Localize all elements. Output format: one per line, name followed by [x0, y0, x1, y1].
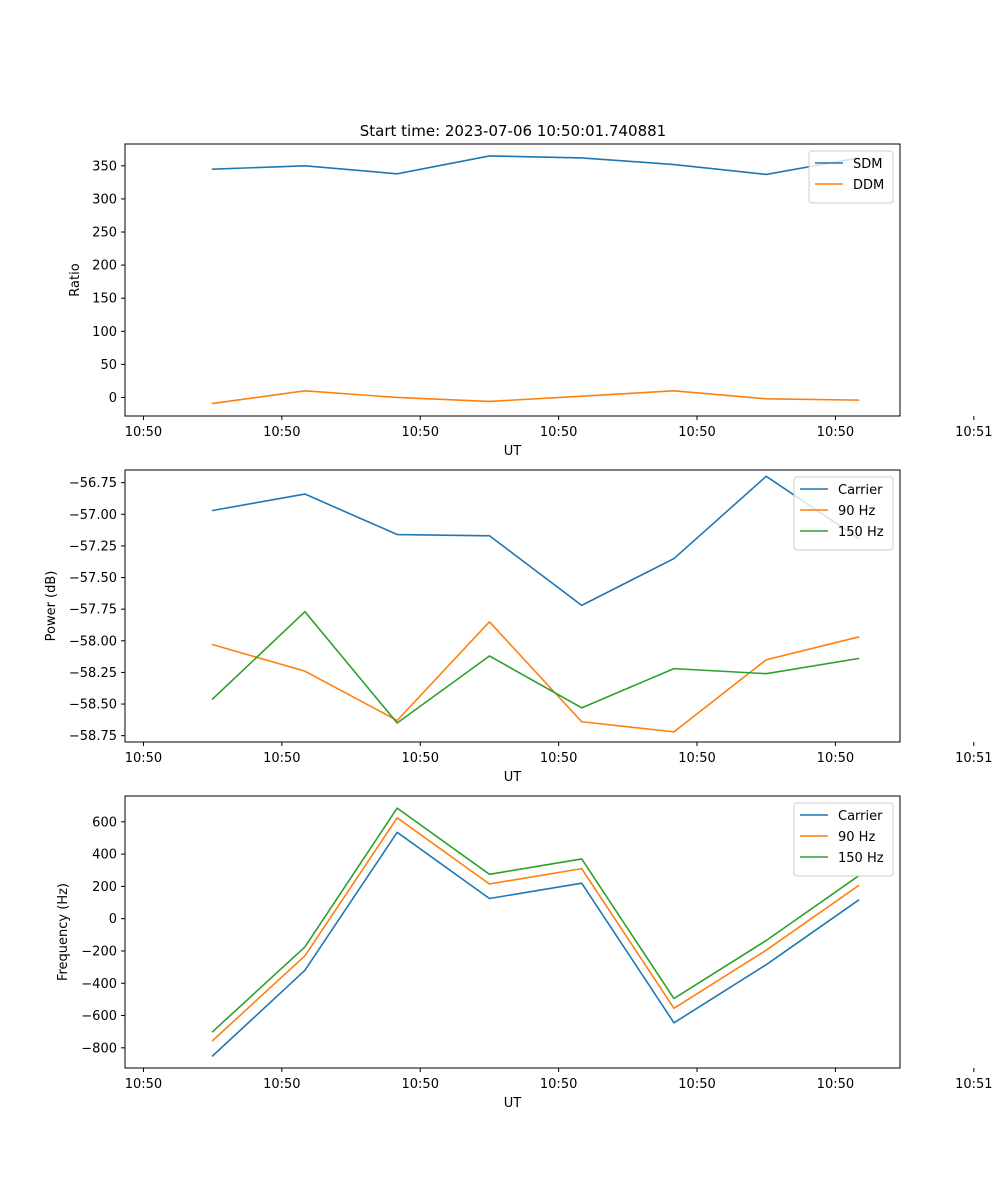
chart-panel-3: 10:50 10:50 10:50 10:50 10:50 10:50 10:51 −800 −… [56, 795, 993, 1111]
x-tick-label: 10:50 [540, 1077, 577, 1092]
series-line-150-hz [211, 610, 860, 724]
legend: Carrier 90 Hz 150 Hz [793, 476, 894, 551]
x-tick-label: 10:50 [678, 425, 715, 440]
y-tick-label: −58.00 [69, 634, 117, 649]
y-tick-label: −57.75 [69, 603, 117, 618]
legend-box [808, 150, 894, 204]
series-line-90-hz [211, 621, 860, 733]
y-tick-label: 400 [92, 848, 117, 863]
x-tick-label: 10:50 [263, 1077, 300, 1092]
x-axis-label: UT [504, 1096, 522, 1111]
x-tick-label: 10:50 [125, 1077, 162, 1092]
x-tick-label: 10:50 [817, 1077, 854, 1092]
y-tick-label: −600 [81, 1009, 117, 1024]
y-tick-label: −58.25 [69, 666, 117, 681]
x-tick-label: 10:50 [817, 425, 854, 440]
x-tick-label: 10:50 [263, 425, 300, 440]
y-tick-label: −400 [81, 977, 117, 992]
legend-label: 150 Hz [838, 525, 884, 540]
series-line-sdm [211, 155, 860, 176]
y-tick-label: 200 [92, 880, 117, 895]
x-axis-label: UT [504, 770, 522, 785]
x-tick-label: 10:50 [125, 751, 162, 766]
x-tick-label: 10:50 [125, 425, 162, 440]
x-tick-label: 10:50 [540, 751, 577, 766]
series-line-carrier [211, 475, 860, 607]
series-line-150-hz [211, 807, 860, 1033]
legend-label: DDM [853, 178, 884, 193]
y-tick-label: −200 [81, 944, 117, 959]
y-axis-label: Power (dB) [44, 571, 59, 642]
x-tick-label: 10:50 [263, 751, 300, 766]
series-line-90-hz [211, 816, 860, 1042]
y-tick-label: −58.75 [69, 729, 117, 744]
x-tick-label: 10:51 [955, 1077, 992, 1092]
x-tick-label: 10:50 [678, 1077, 715, 1092]
y-tick-label: −57.00 [69, 508, 117, 523]
axes-frame [124, 795, 901, 1069]
y-tick-label: −56.75 [69, 476, 117, 491]
axes-frame [124, 143, 901, 417]
y-tick-label: −800 [81, 1041, 117, 1056]
y-tick-label: 0 [109, 912, 117, 927]
series-line-carrier [211, 831, 860, 1058]
y-tick-label: 250 [92, 226, 117, 241]
y-tick-label: 150 [92, 292, 117, 307]
x-tick-label: 10:50 [402, 425, 439, 440]
y-axis-label: Ratio [68, 263, 83, 296]
y-tick-label: 100 [92, 325, 117, 340]
legend-label: Carrier [838, 483, 883, 498]
x-tick-label: 10:50 [540, 425, 577, 440]
x-tick-label: 10:50 [402, 751, 439, 766]
y-tick-label: −57.50 [69, 571, 117, 586]
chart-panel-2: 10:50 10:50 10:50 10:50 10:50 10:50 10:51 −58.7… [44, 469, 993, 785]
y-tick-label: 0 [109, 391, 117, 406]
legend: Carrier 90 Hz 150 Hz [793, 802, 894, 877]
legend: SDM DDM [808, 150, 894, 204]
legend-label: 90 Hz [838, 504, 875, 519]
legend-label: 90 Hz [838, 830, 875, 845]
x-tick-label: 10:51 [955, 425, 992, 440]
legend-label: SDM [853, 157, 882, 172]
chart-panel-1: 10:50 10:50 10:50 10:50 10:50 10:50 10:51 0 50 10… [68, 143, 993, 459]
series-line-ddm [211, 390, 860, 405]
y-tick-label: 600 [92, 815, 117, 830]
x-tick-label: 10:51 [955, 751, 992, 766]
x-tick-label: 10:50 [817, 751, 854, 766]
y-tick-label: −57.25 [69, 539, 117, 554]
legend-label: 150 Hz [838, 851, 884, 866]
chart-title: Start time: 2023-07-06 10:50:01.740881 [360, 122, 666, 140]
y-tick-label: 50 [100, 358, 117, 373]
y-tick-label: 350 [92, 159, 117, 174]
legend-label: Carrier [838, 809, 883, 824]
y-axis-label: Frequency (Hz) [56, 883, 71, 981]
axes-frame [124, 469, 901, 743]
y-tick-label: 300 [92, 192, 117, 207]
x-tick-label: 10:50 [678, 751, 715, 766]
y-tick-label: 200 [92, 259, 117, 274]
x-axis-label: UT [504, 444, 522, 459]
y-tick-label: −58.50 [69, 698, 117, 713]
x-tick-label: 10:50 [402, 1077, 439, 1092]
